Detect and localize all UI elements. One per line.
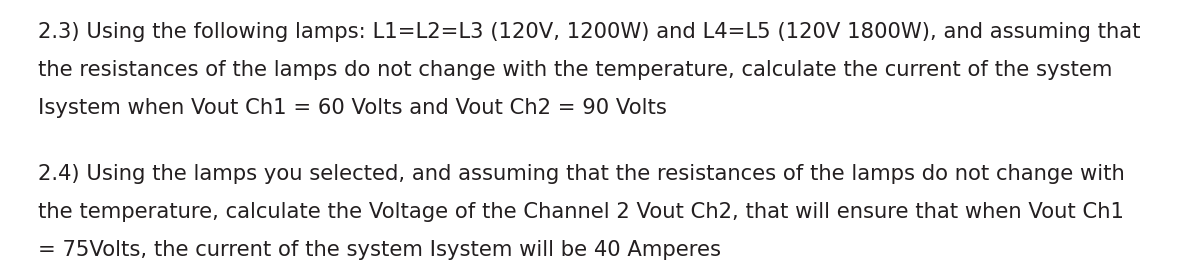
Text: 2.3) Using the following lamps: L1=L2=L3 (120V, 1200W) and L4=L5 (120V 1800W), a: 2.3) Using the following lamps: L1=L2=L3… bbox=[38, 22, 1140, 42]
Text: Isystem when Vout Ch1 = 60 Volts and Vout Ch2 = 90 Volts: Isystem when Vout Ch1 = 60 Volts and Vou… bbox=[38, 98, 667, 118]
Text: the resistances of the lamps do not change with the temperature, calculate the c: the resistances of the lamps do not chan… bbox=[38, 60, 1112, 80]
Text: the temperature, calculate the Voltage of the Channel 2 Vout Ch2, that will ensu: the temperature, calculate the Voltage o… bbox=[38, 202, 1124, 222]
Text: = 75Volts, the current of the system Isystem will be 40 Amperes: = 75Volts, the current of the system Isy… bbox=[38, 240, 721, 260]
Text: 2.4) Using the lamps you selected, and assuming that the resistances of the lamp: 2.4) Using the lamps you selected, and a… bbox=[38, 164, 1124, 184]
